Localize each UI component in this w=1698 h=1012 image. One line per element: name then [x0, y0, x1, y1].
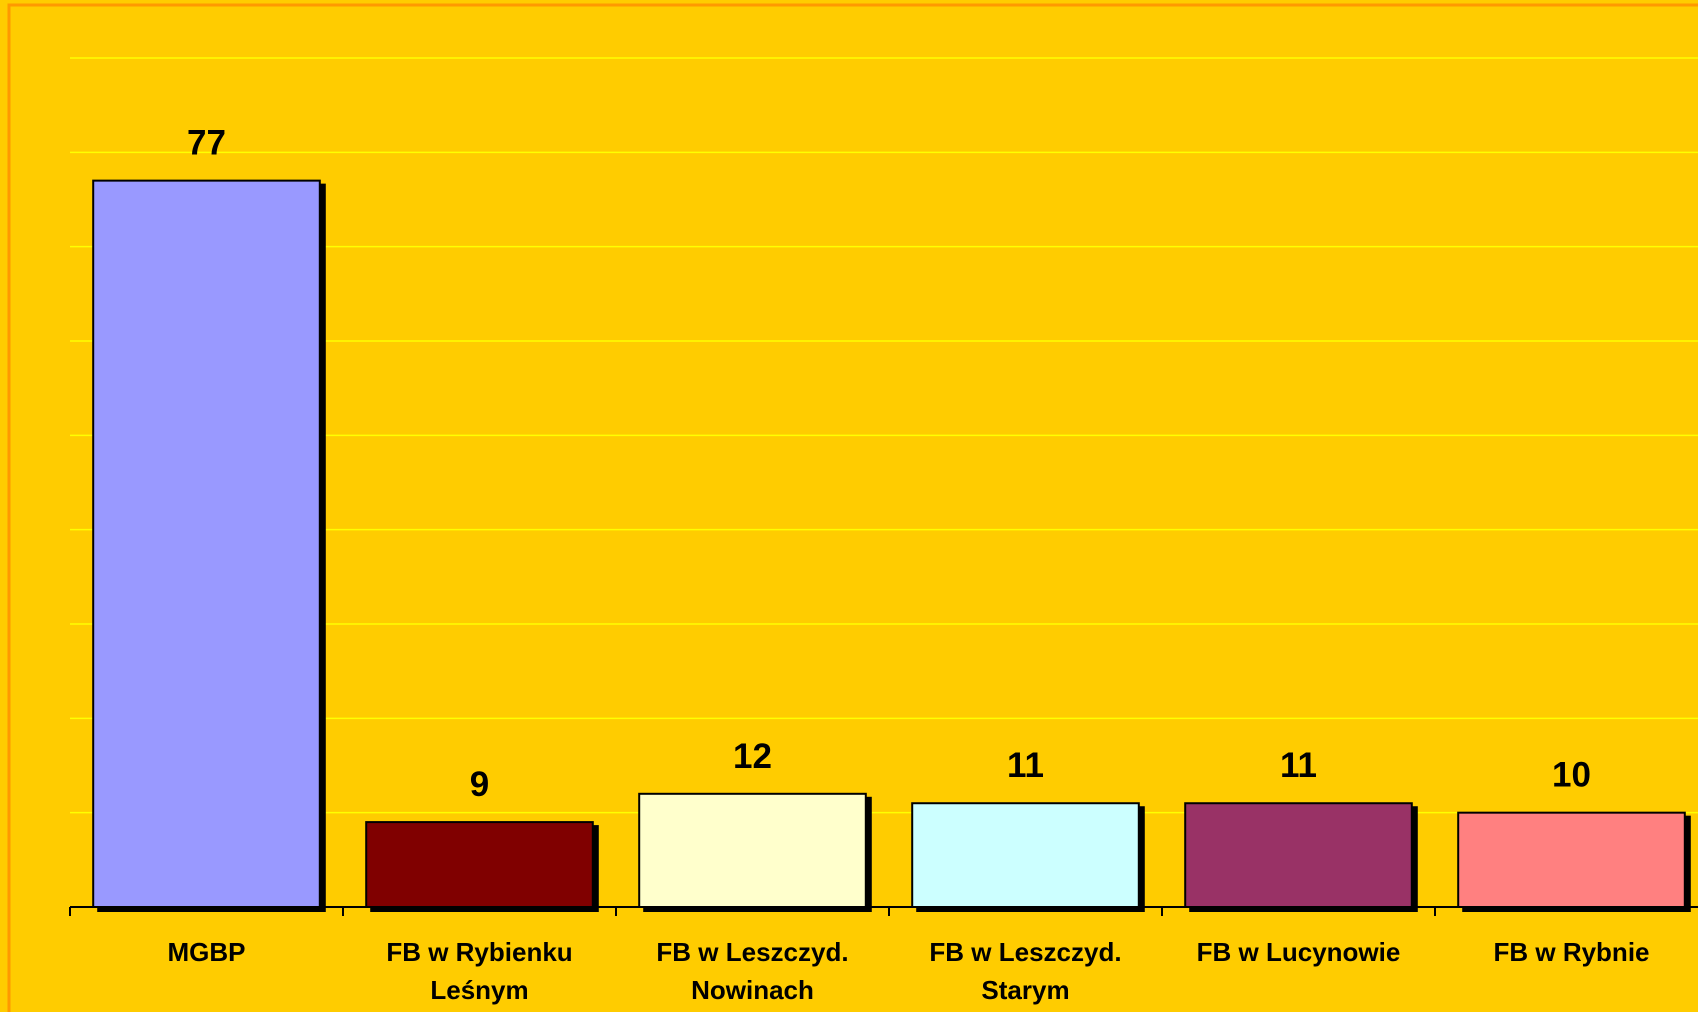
bar [92, 179, 321, 908]
value-label: 11 [1280, 746, 1317, 785]
frame [7, 3, 1698, 1012]
x-tick-label: MGBP [167, 937, 246, 967]
bar [638, 792, 867, 908]
x-tick-label: FB w Lucynowie [1196, 937, 1401, 967]
x-tick-label: FB w Leszczyd. Nowinach [656, 937, 849, 1005]
value-label: 11 [1007, 746, 1044, 785]
bar [911, 802, 1140, 909]
value-label: 9 [470, 765, 489, 804]
bar [1184, 802, 1413, 909]
value-label: 77 [187, 124, 226, 163]
bar [1457, 811, 1686, 909]
value-label: 12 [733, 737, 772, 776]
bar [365, 821, 594, 908]
x-tick-label: FB w Leszczyd. Starym [929, 937, 1122, 1005]
x-tick-label: FB w Rybienku Leśnym [386, 937, 573, 1005]
x-tick-label: FB w Rybnie [1493, 937, 1650, 967]
value-label: 10 [1552, 756, 1591, 795]
